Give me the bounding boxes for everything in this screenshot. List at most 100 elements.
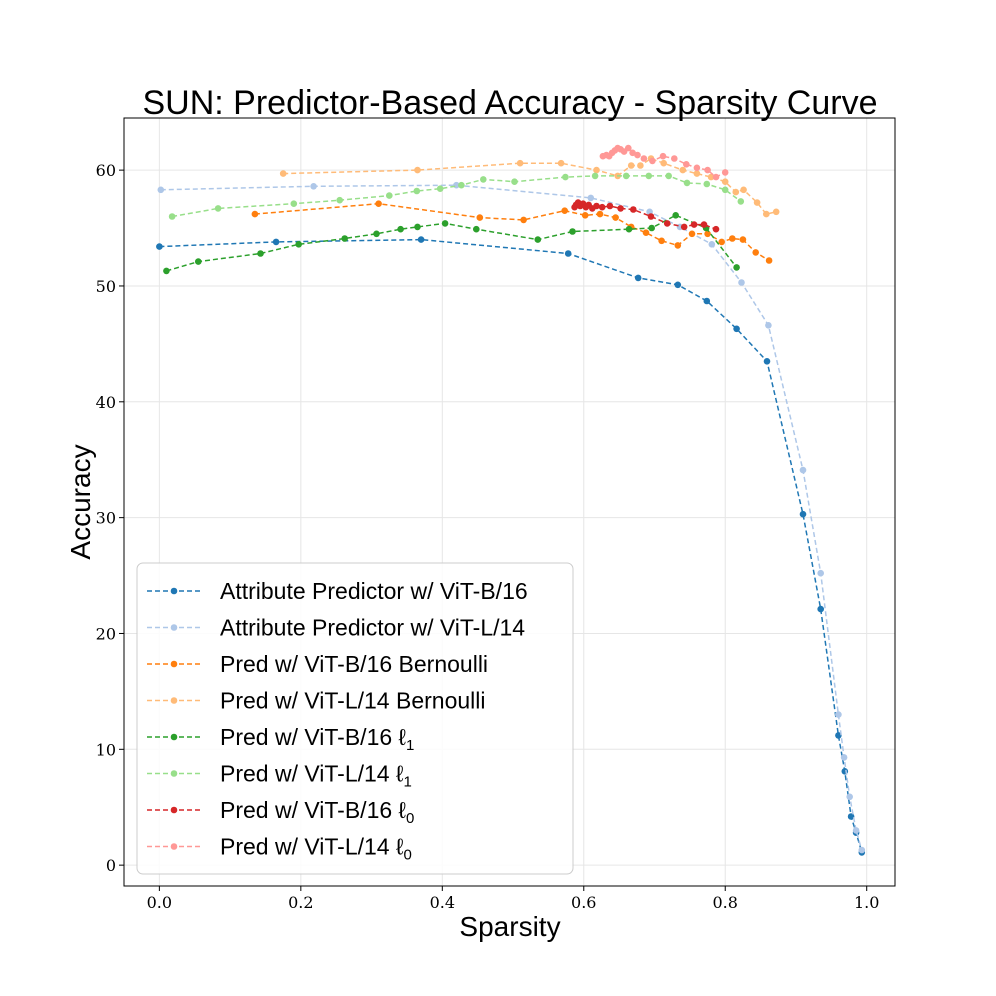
legend-label: Pred w/ ViT-B/16 ℓ1 [220, 724, 414, 754]
data-point [835, 711, 842, 718]
data-point [847, 813, 855, 820]
legend-swatch-marker [170, 770, 178, 777]
data-point [511, 178, 518, 185]
data-point [690, 221, 698, 228]
data-point [310, 183, 317, 190]
data-point [765, 322, 772, 329]
data-point [168, 213, 176, 220]
data-point [688, 230, 696, 238]
data-point [417, 236, 425, 243]
legend-entry-3: Pred w/ ViT-B/16 Bernoulli [147, 651, 488, 677]
data-point [257, 250, 264, 257]
y-tick-label: 30 [96, 509, 116, 528]
data-point [703, 297, 711, 305]
series-5 [163, 212, 740, 275]
data-point [534, 236, 542, 243]
legend-label: Pred w/ ViT-L/14 ℓ1 [220, 761, 412, 791]
data-point [373, 230, 380, 238]
data-point [763, 210, 770, 218]
data-point [672, 212, 679, 219]
data-point [473, 225, 480, 233]
data-point [772, 208, 780, 216]
data-point [634, 151, 641, 159]
data-point [739, 236, 747, 243]
data-point [634, 274, 642, 282]
data-point [704, 166, 711, 174]
chart-title: SUN: Predictor-Based Accuracy - Sparsity… [142, 84, 877, 122]
y-tick-label: 40 [96, 393, 116, 412]
x-axis-label: Sparsity [459, 911, 560, 942]
data-point [846, 793, 853, 801]
data-point [480, 176, 487, 183]
data-point [606, 202, 614, 210]
legend-entry-6: Pred w/ ViT-L/14 ℓ1 [147, 761, 412, 791]
data-point [251, 210, 259, 218]
legend-swatch-marker [170, 733, 178, 741]
legend-entry-5: Pred w/ ViT-B/16 ℓ1 [147, 724, 414, 754]
data-point [581, 212, 589, 219]
data-point [157, 186, 165, 194]
data-point [649, 157, 656, 165]
data-point [587, 194, 595, 202]
series-4 [279, 155, 780, 218]
data-point [436, 185, 444, 192]
data-point [674, 242, 682, 249]
data-point [591, 172, 599, 180]
data-point [625, 144, 632, 152]
series-line [160, 184, 863, 851]
data-point [721, 178, 729, 185]
legend-entry-7: Pred w/ ViT-B/16 ℓ0 [147, 797, 414, 827]
data-point [375, 200, 382, 207]
data-point [858, 846, 866, 854]
data-point [680, 223, 688, 231]
y-tick-label: 50 [96, 277, 116, 296]
data-point [562, 173, 569, 181]
data-point [704, 230, 711, 238]
data-point [663, 220, 671, 227]
legend-swatch-marker [170, 843, 178, 850]
data-point [593, 202, 600, 210]
series-3 [251, 200, 773, 264]
data-point [752, 249, 759, 256]
data-point [732, 188, 740, 196]
data-point [763, 358, 771, 365]
x-tick-label: 0.4 [430, 893, 455, 912]
data-point [693, 164, 701, 172]
series-7 [571, 199, 720, 233]
data-point [799, 510, 807, 518]
data-point [703, 180, 711, 188]
legend-label: Attribute Predictor w/ ViT-B/16 [220, 578, 528, 604]
data-point [414, 166, 421, 174]
data-point [718, 238, 725, 246]
data-point [700, 221, 708, 228]
data-point [520, 216, 527, 224]
data-point [561, 207, 568, 214]
data-point [647, 213, 655, 220]
data-point [596, 210, 604, 218]
data-point [712, 173, 720, 181]
series-8 [599, 144, 729, 181]
data-point [648, 224, 655, 232]
data-point [386, 192, 393, 199]
legend-entry-8: Pred w/ ViT-L/14 ℓ0 [147, 834, 412, 864]
data-point [214, 205, 222, 212]
data-point [612, 214, 619, 221]
y-tick-label: 60 [96, 161, 116, 180]
data-point [341, 235, 349, 242]
data-point [799, 466, 807, 474]
data-point [569, 228, 576, 235]
data-point [564, 250, 572, 257]
data-point [625, 225, 633, 233]
data-point [336, 196, 344, 204]
grid [124, 118, 895, 886]
data-point [733, 264, 740, 271]
data-point [753, 199, 761, 206]
data-point [414, 223, 421, 231]
legend-entry-1: Attribute Predictor w/ ViT-B/16 [147, 578, 528, 604]
data-point [679, 166, 687, 174]
data-point [593, 166, 600, 174]
data-point [413, 187, 421, 195]
y-tick-label: 20 [96, 624, 116, 643]
data-point [476, 214, 484, 221]
data-point [163, 267, 170, 275]
